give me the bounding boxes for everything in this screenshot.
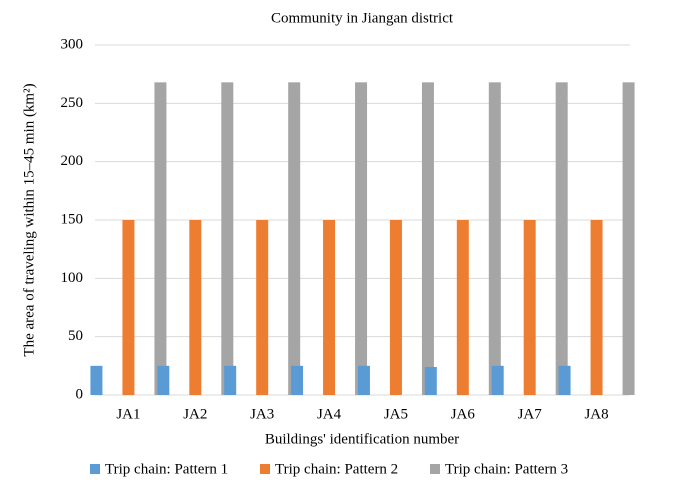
- bar: [389, 220, 402, 395]
- bar: [157, 365, 170, 395]
- bar: [288, 82, 301, 395]
- bar: [256, 220, 269, 395]
- y-tick-label: 250: [61, 95, 84, 111]
- bar: [590, 220, 603, 395]
- bar: [355, 82, 368, 395]
- legend-label: Trip chain: Pattern 2: [275, 461, 398, 477]
- y-tick-label: 100: [61, 270, 84, 286]
- bar: [421, 82, 434, 395]
- bar: [224, 365, 237, 395]
- legend-swatch: [90, 464, 100, 474]
- x-tick-label: JA3: [250, 406, 274, 422]
- y-tick-label: 200: [61, 153, 84, 169]
- y-tick-label: 150: [61, 211, 84, 227]
- bar: [323, 220, 336, 395]
- x-tick-label: JA2: [183, 406, 207, 422]
- x-tick-label: JA4: [317, 406, 342, 422]
- bar: [221, 82, 234, 395]
- bar: [154, 82, 167, 395]
- y-tick-label: 0: [76, 386, 84, 402]
- bar: [523, 220, 536, 395]
- x-tick-label: JA8: [584, 406, 608, 422]
- y-tick-label: 300: [61, 36, 84, 52]
- bar: [488, 82, 501, 395]
- legend-label: Trip chain: Pattern 3: [445, 461, 568, 477]
- bar: [291, 365, 304, 395]
- x-tick-label: JA6: [451, 406, 476, 422]
- legend-swatch: [260, 464, 270, 474]
- x-axis-label: Buildings' identification number: [265, 431, 459, 447]
- legend-swatch: [430, 464, 440, 474]
- bar: [456, 220, 469, 395]
- bar: [558, 365, 571, 395]
- bar: [491, 365, 504, 395]
- y-tick-label: 50: [68, 328, 83, 344]
- chart-title: Community in Jiangan district: [271, 10, 454, 26]
- bar: [424, 367, 437, 395]
- x-tick-label: JA5: [384, 406, 408, 422]
- legend-label: Trip chain: Pattern 1: [105, 461, 228, 477]
- bar: [122, 220, 135, 395]
- bar: [90, 365, 103, 395]
- x-tick-label: JA7: [518, 406, 543, 422]
- bar: [622, 82, 635, 395]
- y-axis-label: The area of traveling within 15–45 min (…: [21, 83, 37, 356]
- bar: [555, 82, 568, 395]
- x-tick-label: JA1: [116, 406, 140, 422]
- bar: [189, 220, 202, 395]
- bar: [357, 365, 370, 395]
